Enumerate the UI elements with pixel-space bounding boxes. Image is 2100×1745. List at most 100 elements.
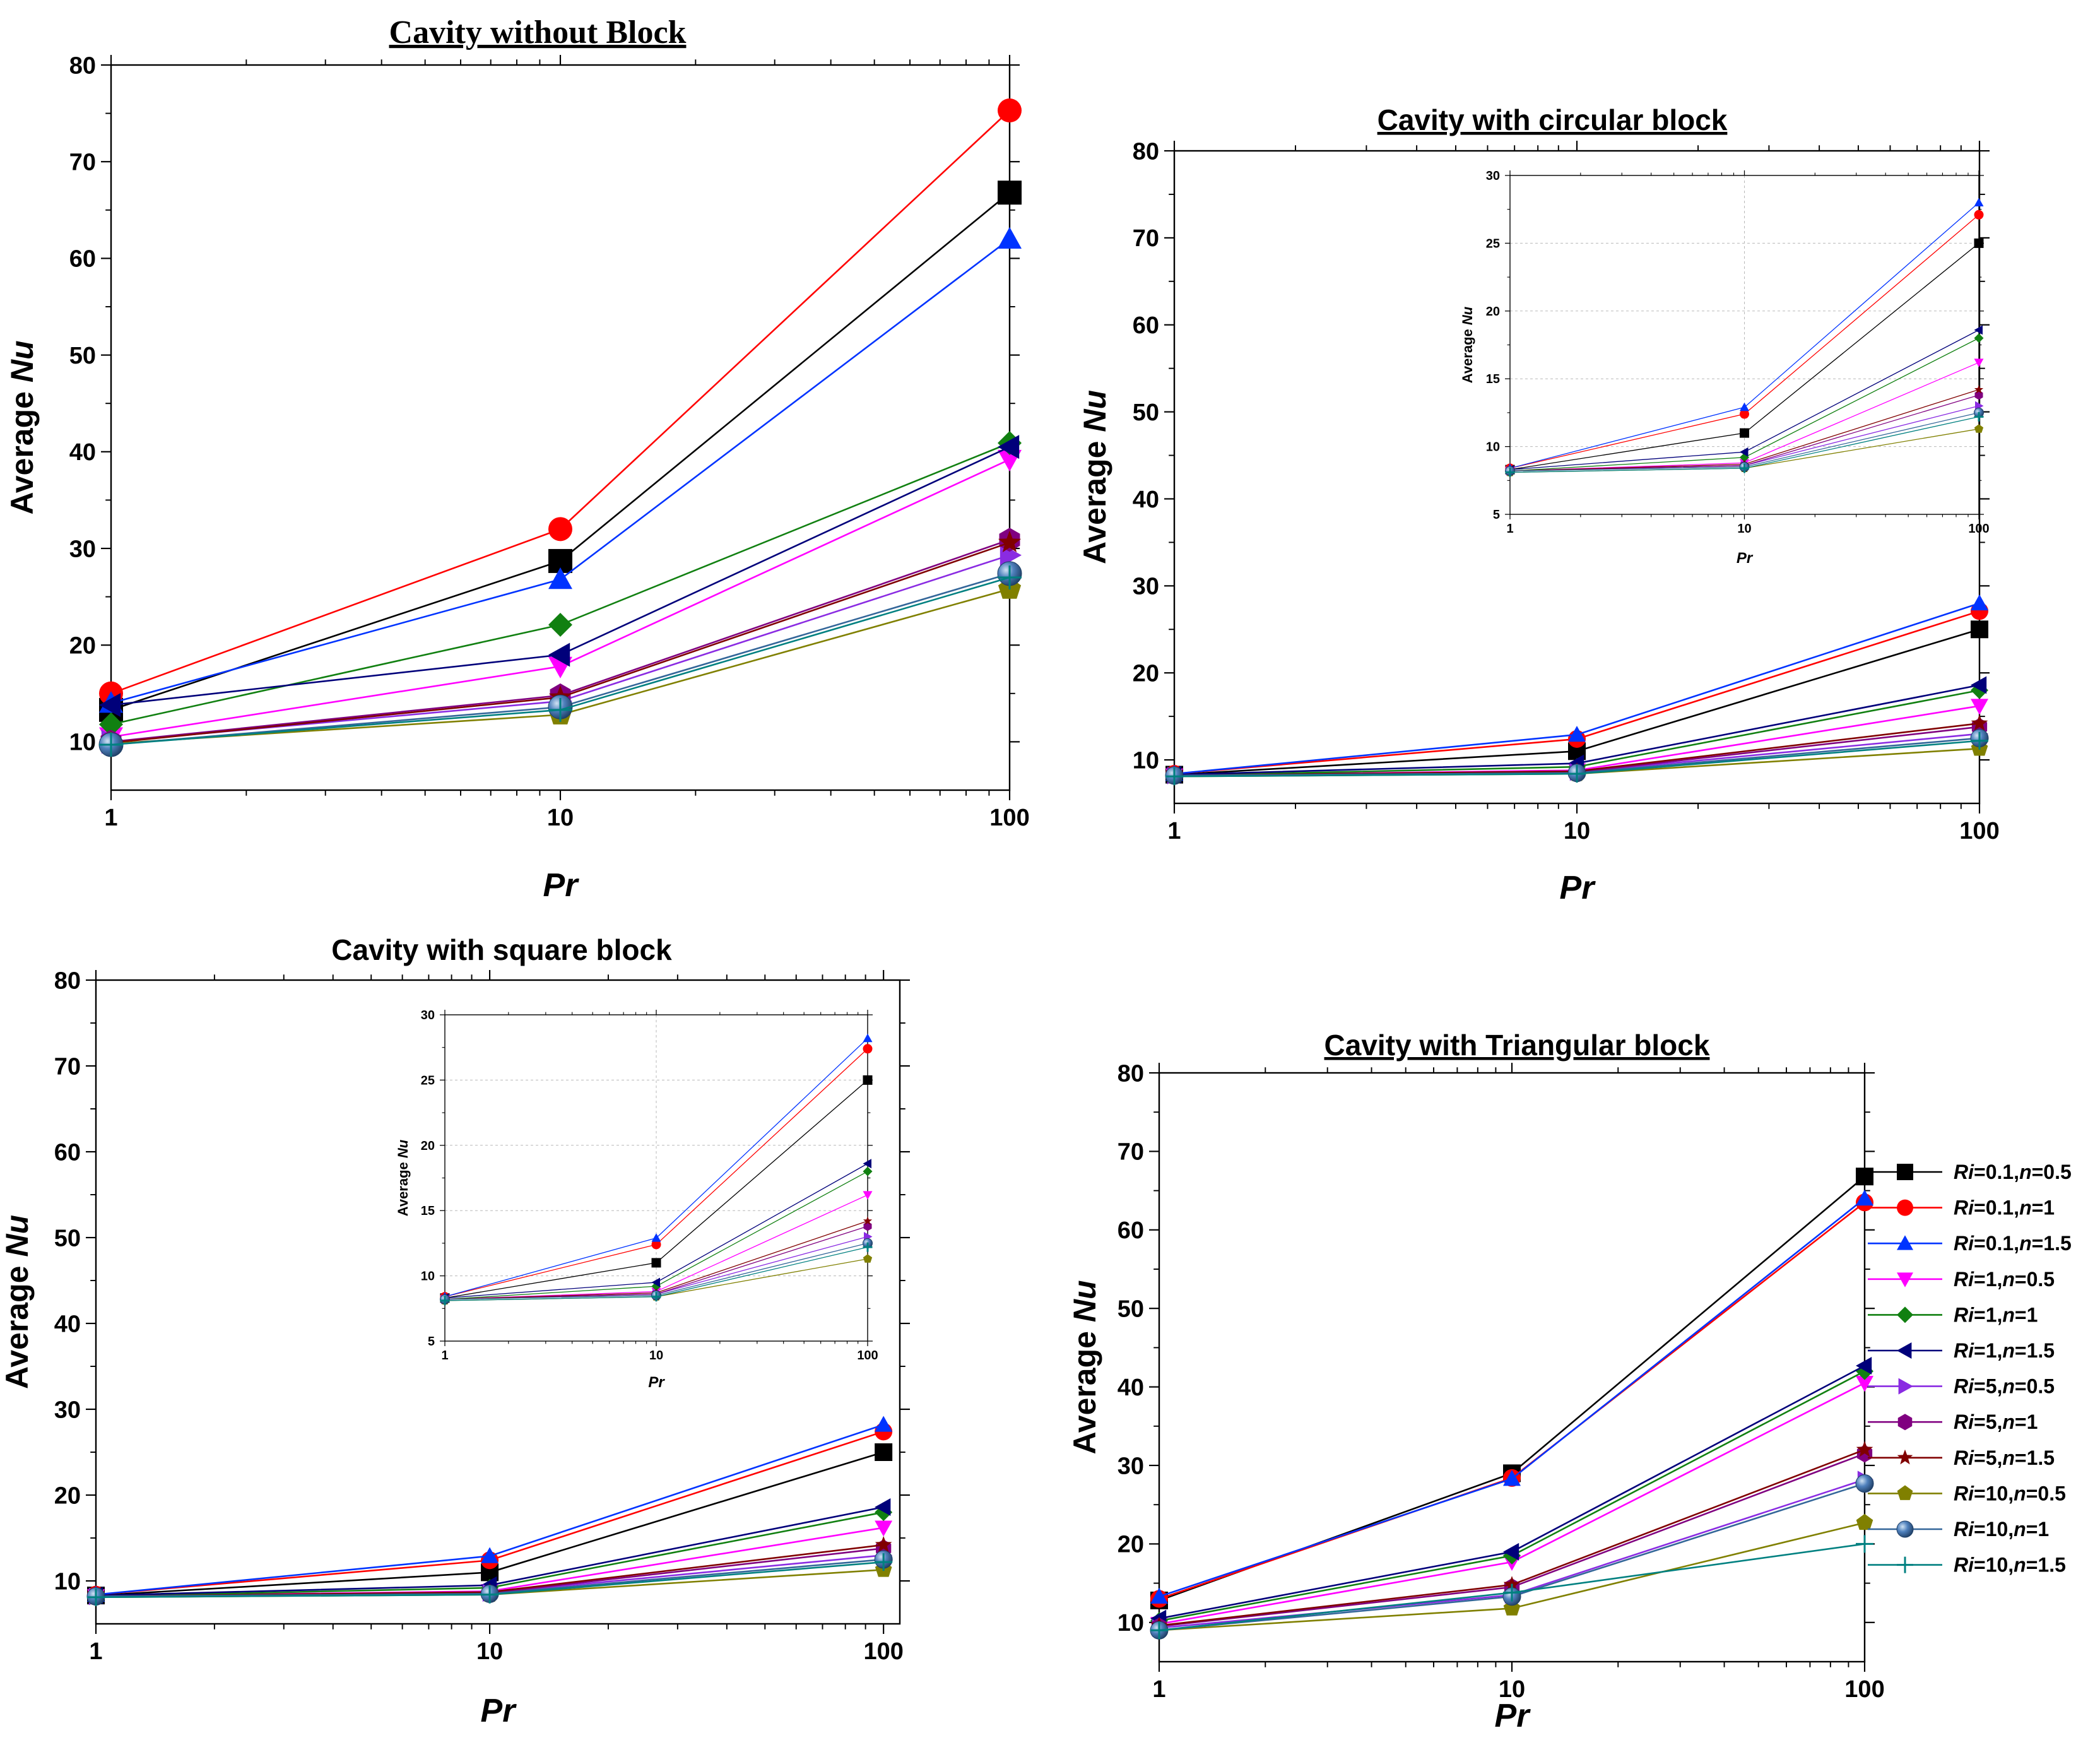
legend-marker [1898,1378,1913,1395]
legend-entry-ri-10-n-0-5: Ri=10,n=0.5 [1868,1482,2066,1505]
circular-inset-y-tick-label: 25 [1486,237,1500,251]
no-block-point [99,733,123,757]
legend-marker [1897,1414,1913,1431]
triangular-series-ri-0-1-n-1-5 [1150,1190,1873,1604]
square-x-tick-label: 1 [89,1638,102,1665]
circular-inset-point [1974,198,1984,206]
triangular-point [1856,1168,1873,1186]
legend-label-ri: Ri [1954,1446,1974,1469]
circular-inset-x-tick-label: 10 [1737,522,1751,536]
square-inset-point [863,1033,873,1043]
chart-triangular: Cavity with Triangular block 10 20 30 40 50 60… [1067,1029,1885,1734]
square-inset-y-tick-label: 30 [421,1009,435,1022]
triangular-x-axis-label: Pr [1495,1698,1531,1734]
triangular-y-tick-label: 20 [1118,1532,1144,1558]
circular-y-tick-label: 70 [1133,225,1159,252]
legend-entry-ri-10-n-1: Ri=10,n=1 [1868,1518,2049,1541]
legend-entry-ri-1-n-1: Ri=1,n=1 [1868,1303,2038,1326]
legend-label: Ri=1,n=1 [1954,1303,2038,1326]
chart-title: Cavity with circular block [1377,104,1728,136]
circular-series-ri-10-n-1-5 [1165,731,1988,786]
legend-entry-ri-0-1-n-1-5: Ri=0.1,n=1.5 [1868,1232,2072,1255]
triangular-series-line [1159,1198,1865,1597]
no-block-x-axis-label: Pr [543,867,580,904]
square-inset-point [651,1233,661,1242]
circular-y-tick-label: 80 [1133,138,1159,165]
circular-inset-y-tick-label: 5 [1493,508,1500,522]
legend-label-n: n [2002,1446,2015,1469]
triangular-point [1855,1474,1874,1493]
square-inset-x-tick-label: 100 [857,1349,878,1363]
legend-label-n-value: =0.5 [2015,1268,2055,1291]
legend-label: Ri=0.1,n=1 [1954,1197,2055,1219]
chart-no-block: Cavity without Block 10 20 30 40 50 60 70 80 1 10 1… [4,15,1030,904]
triangular-y-tick-label: 80 [1118,1060,1144,1087]
legend-label-n: n [2002,1268,2015,1291]
no-block-y-tick-label: 40 [69,439,96,466]
legend-label-ri: Ri [1954,1482,1974,1505]
triangular-y-axis-label-italic: Nu [1067,1280,1102,1322]
square-inset-point [863,1216,873,1225]
circular-inset-point [1974,333,1984,343]
legend: Ri=0.1,n=0.5Ri=0.1,n=1Ri=0.1,n=1.5Ri=1,n… [1868,1161,2072,1576]
circular-point [1165,767,1183,786]
circular-y-tick-label: 40 [1133,487,1159,513]
circular-y-tick-label: 60 [1133,312,1159,339]
triangular-x-tick-label: 10 [1499,1676,1525,1703]
circular-inset-series-ri-10-n-1-5 [1505,411,1984,477]
circular-x-tick-label: 1 [1167,818,1181,844]
charts-layer: Cavity without Block 10 20 30 40 50 60 70 80 1 10 1… [0,15,2000,1734]
square-inset: 5 10 15 20 25 30 1 10 100 Pr Average Nu [395,1009,878,1391]
circular-point [1568,726,1586,742]
circular-inset-point [1974,210,1984,220]
no-block-point [548,613,572,637]
square-point [481,1585,499,1604]
legend-label-ri: Ri [1954,1232,1974,1255]
no-block-point [998,180,1022,205]
square-inset-y-tick-label: 25 [421,1074,435,1087]
circular-inset-point [1740,463,1749,473]
circular-y-axis-label-italic: Nu [1077,390,1112,432]
triangular-point [1856,1513,1873,1530]
triangular-y-axis-label-prefix: Average [1067,1322,1102,1454]
legend-label-ri-value: =5, [1974,1375,2002,1398]
square-y-axis-label-italic: Nu [0,1215,35,1257]
triangular-point [1856,1357,1872,1375]
no-block-point [548,517,572,541]
circular-inset-x-tick-label: 100 [1968,522,1989,536]
no-block-series-line [110,110,1010,695]
no-block-point [548,642,570,667]
legend-label-n-value: =0.5 [2026,1482,2066,1505]
legend-label-ri: Ri [1954,1268,1974,1291]
circular-point [1971,676,1987,694]
circular-y-axis-label: Average Nu [1077,390,1112,564]
triangular-y-tick-label: 60 [1118,1217,1144,1244]
triangular-point [1856,1535,1873,1553]
legend-label: Ri=10,n=1.5 [1954,1554,2066,1576]
square-inset-y-tick-label: 5 [428,1335,435,1349]
triangular-x-tick-label: 1 [1152,1676,1165,1703]
circular-y-tick-label: 20 [1133,661,1159,687]
circular-point [1971,699,1988,715]
square-inset-series-ri-1-n-1-5 [440,1159,871,1303]
no-block-y-tick-label: 80 [69,52,96,79]
legend-entry-ri-0-1-n-1: Ri=0.1,n=1 [1868,1197,2055,1219]
legend-label-n-value: =1 [2032,1197,2055,1219]
square-inset-x-tick-label: 10 [649,1349,663,1363]
square-point [87,1588,105,1606]
square-y-tick-label: 40 [54,1311,81,1337]
chart-title: Cavity with square block [331,933,672,966]
square-inset-x-axis-label: Pr [648,1374,665,1391]
square-series-ri-10-n-1-5 [87,1553,893,1606]
triangular-point [1856,1441,1873,1457]
square-point [875,1443,893,1461]
circular-inset-point [1974,238,1984,248]
square-inset-point [863,1075,873,1085]
legend-marker [1897,1164,1913,1180]
legend-label-ri: Ri [1954,1518,1974,1541]
legend-label-ri-value: =0.1, [1974,1232,2019,1255]
square-y-tick-label: 30 [54,1397,81,1423]
square-inset-y-tick-label: 15 [421,1204,435,1218]
legend-label-n-value: =0.5 [2015,1375,2055,1398]
circular-inset-y-axis-label-prefix: Average [1460,325,1475,383]
